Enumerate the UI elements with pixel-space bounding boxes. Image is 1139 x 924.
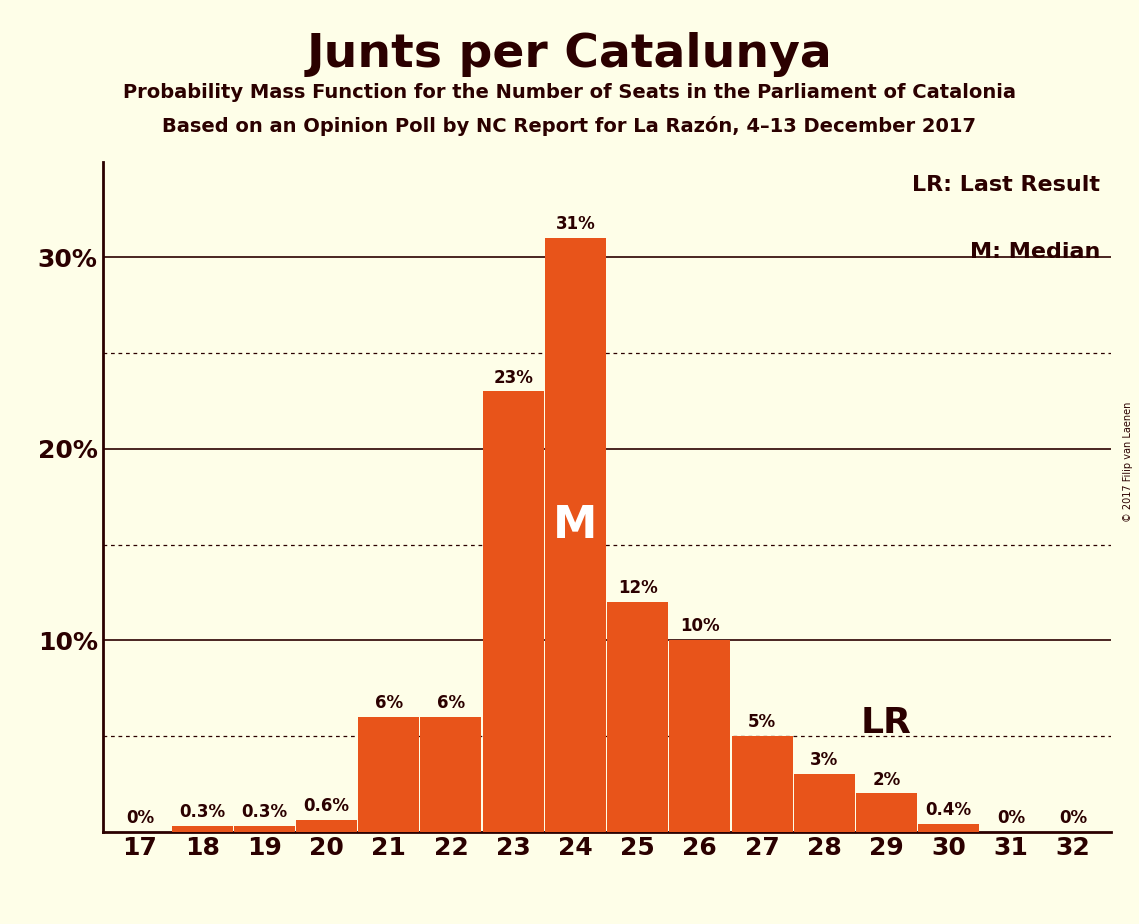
Text: 6%: 6%	[437, 694, 465, 712]
Text: 0.3%: 0.3%	[241, 803, 287, 821]
Text: © 2017 Filip van Laenen: © 2017 Filip van Laenen	[1123, 402, 1133, 522]
Bar	[420, 717, 482, 832]
Text: 0%: 0%	[125, 808, 154, 827]
Bar	[296, 821, 357, 832]
Text: 0.4%: 0.4%	[926, 801, 972, 820]
Text: LR: Last Result: LR: Last Result	[912, 176, 1100, 195]
Text: M: M	[554, 504, 598, 547]
Bar	[233, 826, 295, 832]
Bar	[607, 602, 669, 832]
Text: 10%: 10%	[680, 617, 720, 636]
Text: 23%: 23%	[493, 369, 533, 386]
Bar	[544, 238, 606, 832]
Text: 5%: 5%	[748, 713, 776, 731]
Bar	[857, 794, 917, 832]
Text: 0%: 0%	[997, 808, 1025, 827]
Bar	[794, 774, 854, 832]
Bar	[731, 736, 793, 832]
Text: 3%: 3%	[810, 751, 838, 770]
Text: 2%: 2%	[872, 771, 901, 788]
Bar	[918, 824, 980, 832]
Bar	[359, 717, 419, 832]
Bar	[172, 826, 232, 832]
Text: 31%: 31%	[556, 215, 596, 234]
Text: M: Median: M: Median	[970, 242, 1100, 262]
Text: 0.3%: 0.3%	[179, 803, 226, 821]
Text: 12%: 12%	[617, 579, 657, 597]
Text: Junts per Catalunya: Junts per Catalunya	[306, 32, 833, 78]
Text: 0.6%: 0.6%	[303, 797, 350, 815]
Text: 0%: 0%	[1059, 808, 1088, 827]
Text: 6%: 6%	[375, 694, 403, 712]
Text: Based on an Opinion Poll by NC Report for La Razón, 4–13 December 2017: Based on an Opinion Poll by NC Report fo…	[163, 116, 976, 136]
Text: Probability Mass Function for the Number of Seats in the Parliament of Catalonia: Probability Mass Function for the Number…	[123, 83, 1016, 103]
Text: LR: LR	[861, 706, 912, 740]
Bar	[483, 392, 543, 832]
Bar	[670, 640, 730, 832]
